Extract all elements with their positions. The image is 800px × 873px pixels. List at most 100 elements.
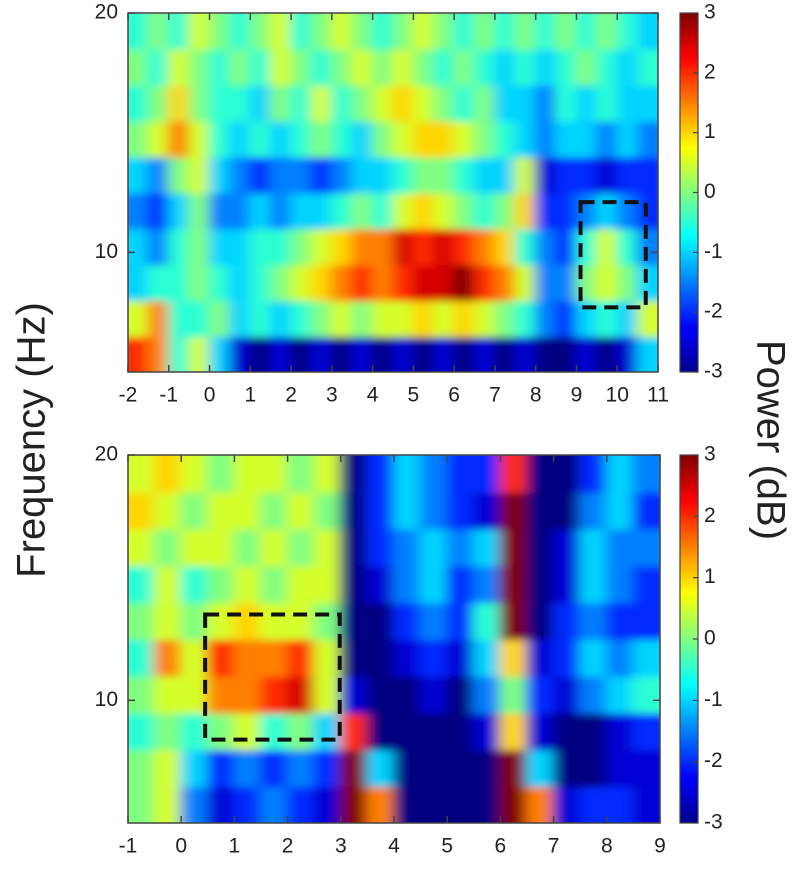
heatmap-cell [412,47,435,86]
heatmap-cell [228,191,252,230]
heatmap-cells [128,455,660,823]
heatmap-cell [260,638,289,677]
heatmap-cell [552,748,582,788]
heatmap-cell [392,263,415,302]
heatmap-cell [632,601,660,640]
heatmap-cell [366,638,395,677]
heatmap-cell [339,674,369,714]
heatmap-cell [366,674,395,714]
heatmap-cell [351,13,374,50]
heatmap-cell [514,299,537,338]
highlight-box [578,200,648,310]
heatmap-cell [579,785,608,823]
heatmap-cell [208,335,231,372]
heatmap-cell [371,335,394,372]
heatmap-cell [616,191,639,230]
heatmap-cell [147,83,170,122]
heatmap-cell [233,490,262,530]
heatmap-cell [286,711,316,751]
heatmap-cell [453,299,476,338]
heatmap-cell [128,13,150,50]
heatmap-cell [188,191,211,230]
heatmap-cell [526,711,555,751]
heatmap-cell [393,674,422,714]
heatmap-cell [180,455,209,493]
heatmap-cell [206,674,236,714]
heatmap-cell [371,83,394,122]
x-tick-label: 3 [326,384,338,407]
heatmap-cell [552,564,582,604]
heatmap-cell [499,748,528,788]
heatmap-cell [555,155,578,194]
colorbar-tick-label: 0 [704,627,716,650]
heatmap-cell [393,455,422,493]
heatmap-cell [310,191,333,230]
heatmap-cell [339,711,369,751]
heatmap-cell [616,119,639,158]
heatmap-cell [188,83,211,122]
heatmap-cell [128,335,150,372]
heatmap-cell [472,674,502,714]
heatmap-cell [269,155,293,194]
heatmap-cell [366,490,395,530]
x-tick-label: 11 [647,384,669,407]
heatmap-cell [310,335,333,372]
heatmap-cell [453,227,476,266]
heatmap-cell [206,601,236,640]
heatmap-cell [472,601,502,640]
heatmap-cell [514,83,537,122]
heatmap-cell [575,83,598,122]
heatmap-cell [371,263,394,302]
heatmap-cell [446,785,475,823]
heatmap-cell [128,119,150,158]
heatmap-cell [555,335,578,372]
heatmap-cells [128,13,658,372]
heatmap-cell [419,674,449,714]
heatmap-cell [446,490,475,530]
heatmap-cell [313,785,342,823]
heatmap-cell [499,674,528,714]
heatmap-cell [351,155,374,194]
heatmap-cell [595,83,619,122]
heatmap-cell [605,638,635,677]
heatmap-cell [632,674,660,714]
heatmap-cell [412,191,435,230]
heatmap-cell [392,83,415,122]
heatmap-cell [493,47,517,86]
heatmap-cell [472,527,502,567]
heatmap-cell [632,527,660,567]
x-tick-label: 2 [282,835,294,858]
heatmap-cell [290,263,313,302]
heatmap-cell [534,83,558,122]
heatmap-cell [167,47,191,86]
heatmap-cell [188,47,211,86]
x-tick-label: 7 [489,384,501,407]
heatmap-cell [393,638,422,677]
heatmap-cell [412,155,435,194]
colorbar-tick-label: -2 [704,749,723,772]
heatmap-cell [310,119,333,158]
heatmap-cell [208,191,231,230]
heatmap-cell [453,335,476,372]
heatmap-cell [313,527,342,567]
heatmap-cell [260,490,289,530]
y-tick-label: 10 [95,688,118,711]
heatmap-cell [339,455,369,493]
heatmap-cell [616,263,639,302]
heatmap-cell [392,227,415,266]
heatmap-cell [412,119,435,158]
heatmap-cell [290,191,313,230]
x-tick-label: 10 [606,384,629,407]
heatmap-cell [605,711,635,751]
heatmap-cell [147,13,170,50]
heatmap-cell [473,335,496,372]
heatmap-cell [206,638,236,677]
heatmap-cell [208,83,231,122]
colorbar-tick-label: -1 [704,240,723,263]
colorbar-tick-label: 2 [704,60,716,83]
heatmap-cell [493,83,517,122]
heatmap-cell [188,227,211,266]
heatmap-cell [167,191,191,230]
heatmap-cell [339,564,369,604]
heatmap-cell [167,227,191,266]
